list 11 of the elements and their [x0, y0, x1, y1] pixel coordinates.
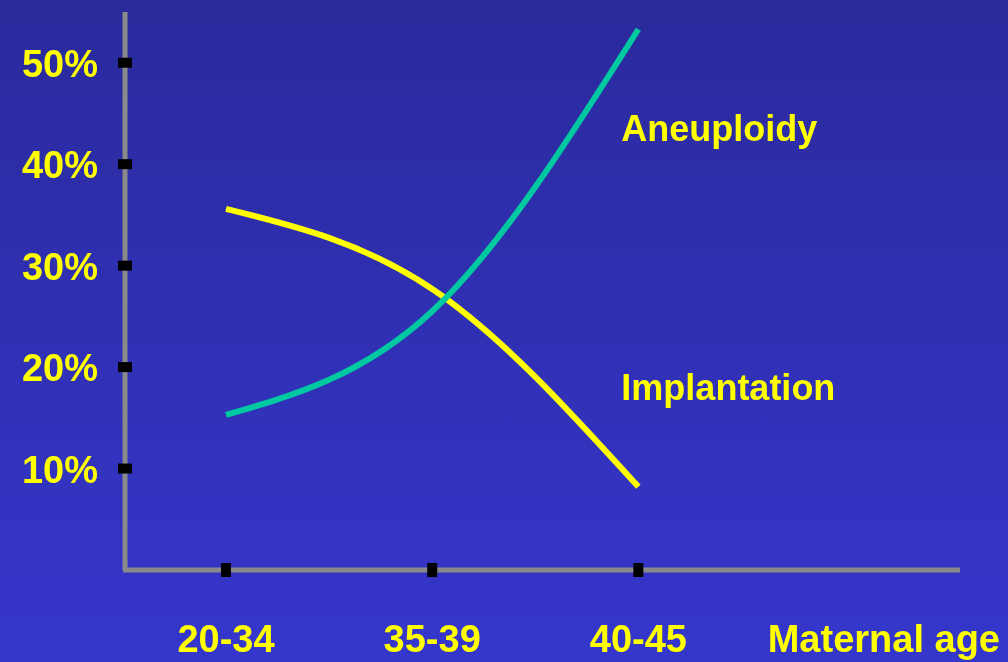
y-tick-label: 50%: [21, 42, 99, 85]
x-tick-label: 35-39: [383, 618, 481, 660]
x-tick-label: 40-45: [589, 618, 687, 660]
series-label: Aneuploidy: [621, 108, 818, 150]
series-label: Implantation: [621, 366, 836, 408]
x-tick-label: 20-34: [177, 618, 275, 660]
y-tick-label: 10%: [21, 448, 99, 491]
y-tick-label: 20%: [21, 347, 99, 390]
y-tick-label: 30%: [21, 245, 99, 288]
x-axis-title: Maternal age: [767, 618, 1000, 660]
y-tick-label: 40%: [21, 144, 99, 187]
